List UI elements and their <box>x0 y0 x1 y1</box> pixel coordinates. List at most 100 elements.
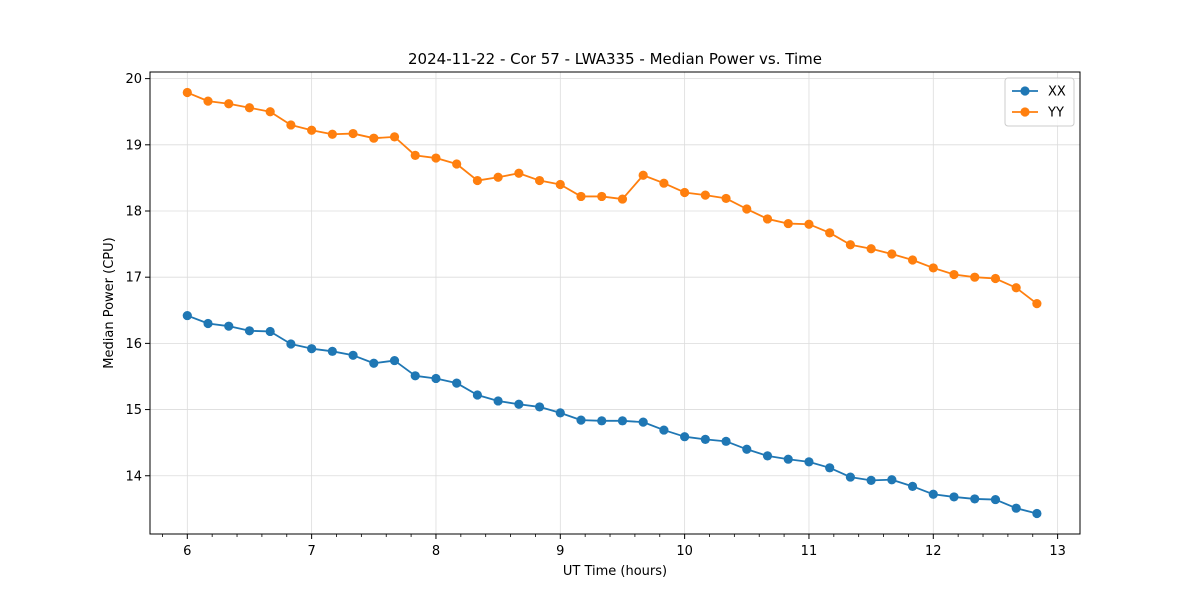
data-point-yy <box>825 228 835 238</box>
x-axis-label: UT Time (hours) <box>563 564 667 579</box>
data-point-yy <box>680 187 690 198</box>
data-point-xx <box>928 489 938 499</box>
y-axis: 14 15 16 17 18 19 20 <box>125 72 150 484</box>
x-tick-label: 8 <box>432 544 440 559</box>
data-point-xx <box>286 339 296 349</box>
data-point-xx <box>1011 503 1021 513</box>
legend-marker-yy <box>1020 107 1030 117</box>
data-point-xx <box>762 451 773 461</box>
data-point-yy <box>783 218 793 229</box>
data-point-yy <box>804 219 814 229</box>
data-point-xx <box>389 355 400 366</box>
data-point-xx <box>244 326 255 336</box>
data-point-yy <box>555 179 565 190</box>
data-point-yy <box>1011 283 1021 293</box>
data-point-xx <box>990 494 1001 505</box>
data-point-yy <box>990 273 1001 284</box>
data-point-xx <box>700 434 710 444</box>
data-point-yy <box>348 128 358 139</box>
data-point-xx <box>742 444 752 454</box>
data-point-xx <box>680 432 690 442</box>
data-point-yy <box>949 269 959 280</box>
y-tick-label: 16 <box>125 337 142 352</box>
data-point-yy <box>762 214 773 224</box>
grid-lines <box>150 72 1080 534</box>
data-point-xx <box>907 481 918 491</box>
data-point-yy <box>203 96 213 106</box>
data-point-xx <box>721 436 731 446</box>
data-point-xx <box>410 371 420 381</box>
data-point-yy <box>244 103 255 113</box>
data-point-yy <box>327 129 337 139</box>
data-point-xx <box>887 475 897 485</box>
data-point-yy <box>721 193 731 204</box>
data-point-xx <box>638 417 648 427</box>
data-point-xx <box>555 408 565 418</box>
y-tick-label: 20 <box>125 72 142 87</box>
data-point-yy <box>576 191 586 202</box>
data-point-yy <box>452 159 462 169</box>
data-point-yy <box>907 255 918 265</box>
data-point-yy <box>866 244 876 254</box>
data-point-xx <box>617 416 628 426</box>
y-tick-label: 14 <box>125 469 142 484</box>
data-point-yy <box>597 191 607 202</box>
data-point-xx <box>472 390 483 400</box>
series-xx <box>182 310 1042 519</box>
data-point-xx <box>597 416 607 426</box>
data-point-xx <box>659 425 669 435</box>
data-point-xx <box>348 350 358 360</box>
data-point-yy <box>265 107 275 117</box>
x-tick-label: 11 <box>801 544 818 559</box>
data-point-yy <box>369 133 379 143</box>
data-point-yy <box>887 249 897 259</box>
data-point-xx <box>949 492 959 502</box>
x-tick-label: 13 <box>1049 544 1066 559</box>
data-point-yy <box>928 263 938 273</box>
legend: XX YY <box>1004 77 1075 127</box>
data-point-xx <box>825 463 835 473</box>
x-tick-label: 6 <box>183 544 191 559</box>
data-point-xx <box>576 415 586 425</box>
data-point-yy <box>182 87 192 98</box>
series-layer <box>182 87 1042 519</box>
plot-area-frame <box>149 71 1081 535</box>
data-point-yy <box>493 172 503 182</box>
data-point-yy <box>638 170 648 180</box>
data-point-xx <box>804 457 814 467</box>
series-yy <box>182 87 1042 309</box>
data-point-xx <box>970 494 980 504</box>
data-point-xx <box>534 402 545 412</box>
data-point-xx <box>514 399 524 409</box>
data-point-yy <box>617 194 628 204</box>
data-point-xx <box>493 396 503 406</box>
y-axis-label: Median Power (CPU) <box>102 237 117 368</box>
data-point-xx <box>1032 508 1042 519</box>
data-point-xx <box>431 373 441 384</box>
data-point-yy <box>742 204 752 214</box>
data-point-yy <box>514 168 524 178</box>
data-point-xx <box>224 321 234 331</box>
data-point-xx <box>369 358 379 368</box>
data-point-yy <box>224 99 234 109</box>
data-point-xx <box>866 475 876 485</box>
legend-label-yy: YY <box>1047 106 1064 121</box>
data-point-xx <box>203 318 213 329</box>
legend-marker-xx <box>1020 86 1030 96</box>
chart-title: 2024-11-22 - Cor 57 - LWA335 - Median Po… <box>408 50 822 68</box>
data-point-yy <box>845 240 855 250</box>
data-point-yy <box>534 175 545 186</box>
data-point-xx <box>327 346 337 356</box>
data-point-yy <box>389 132 400 142</box>
data-point-yy <box>286 120 296 130</box>
data-point-xx <box>783 454 793 464</box>
x-tick-label: 10 <box>676 544 693 559</box>
data-point-yy <box>307 125 317 135</box>
y-tick-label: 19 <box>125 138 142 153</box>
x-tick-label: 12 <box>925 544 942 559</box>
data-point-yy <box>659 178 669 188</box>
y-tick-label: 18 <box>125 204 142 219</box>
x-tick-label: 7 <box>307 544 315 559</box>
data-point-yy <box>700 190 710 200</box>
